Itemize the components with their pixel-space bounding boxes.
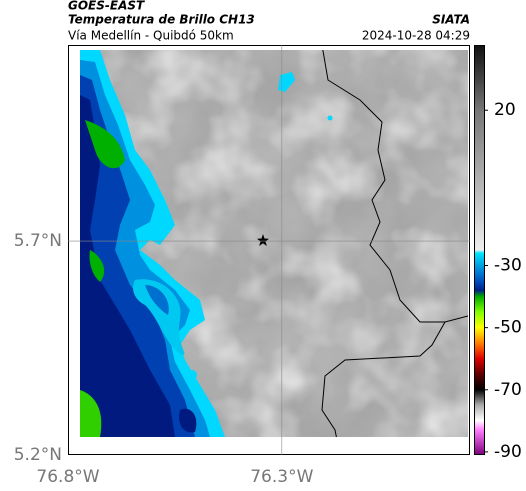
colorbar xyxy=(474,45,485,455)
source: GOES-EAST xyxy=(68,0,145,13)
satellite-image xyxy=(80,50,468,437)
coldest-cloud xyxy=(89,250,105,282)
colorbar-tick-label: -30 xyxy=(494,256,522,276)
x-tick-label: 76.3°W xyxy=(250,467,313,487)
subtitle: Vía Medellín - Quibdó 50km xyxy=(68,29,234,43)
cold-cloud xyxy=(80,95,175,437)
cold-cloud xyxy=(278,72,295,92)
map-frame xyxy=(68,45,470,455)
boundary xyxy=(322,50,468,323)
cold-cloud xyxy=(145,285,169,315)
cold-cloud xyxy=(187,370,197,380)
cold-cloud xyxy=(179,408,197,433)
cold-cloud xyxy=(327,115,333,121)
colorbar-tick-label: -90 xyxy=(494,442,522,462)
y-tick-label: 5.7°N xyxy=(14,231,62,251)
location-star xyxy=(257,234,269,246)
coldest-cloud xyxy=(85,120,125,169)
colorbar-tick-label: -50 xyxy=(494,318,522,338)
title: Temperatura de Brillo CH13 xyxy=(68,13,255,27)
colorbar-tick-label: 20 xyxy=(494,100,516,120)
x-tick-label: 76.8°W xyxy=(36,467,99,487)
colorbar-tick-label: -70 xyxy=(494,380,522,400)
boundary xyxy=(321,321,446,437)
timestamp: 2024-10-28 04:29 xyxy=(362,29,470,43)
coldest-cloud xyxy=(80,390,102,437)
y-tick-label: 5.2°N xyxy=(14,445,62,465)
credit: SIATA xyxy=(432,13,470,27)
cold-cloud xyxy=(133,279,185,355)
